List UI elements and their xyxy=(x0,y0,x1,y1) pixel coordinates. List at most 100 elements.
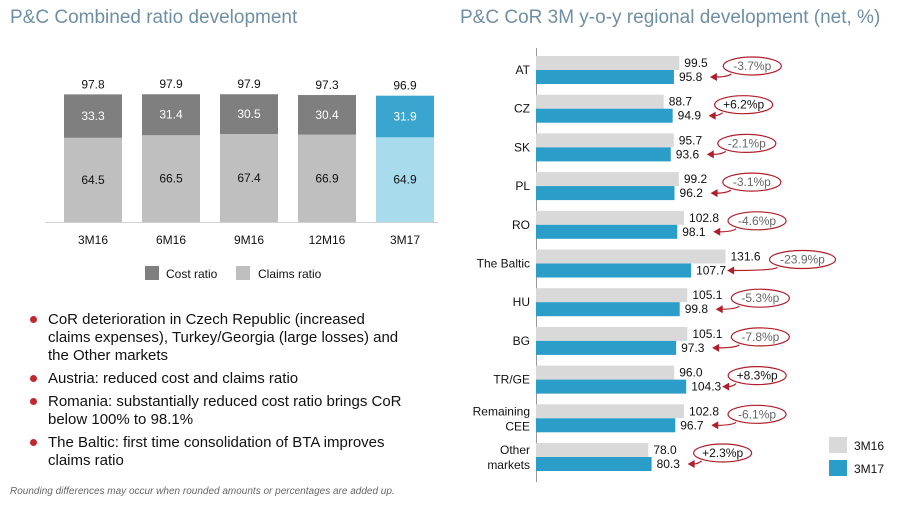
left-chart-title: P&C Combined ratio development xyxy=(10,7,298,28)
combined-ratio-chart: 64.5 33.3 97.8 3M16 66.5 31.4 97.9 6M16 67.4 30.5… xyxy=(45,77,438,281)
x-tick-label: 9M16 xyxy=(234,233,264,247)
cost-ratio-bar xyxy=(220,94,278,135)
legend-swatch-3M17 xyxy=(829,460,847,476)
cost-ratio-bar xyxy=(64,94,122,138)
value-label-3M16: 88.7 xyxy=(669,95,693,109)
category-label: SK xyxy=(514,140,530,154)
legend-label-claims-ratio: Claims ratio xyxy=(258,267,322,281)
value-label-3M17: 98.1 xyxy=(682,225,706,239)
value-label-3M16: 105.1 xyxy=(692,327,722,341)
change-arrow-head-icon xyxy=(710,189,718,198)
total-label: 97.9 xyxy=(159,77,183,91)
bar-3M16 xyxy=(536,133,674,148)
change-arrow-head-icon xyxy=(713,227,721,236)
category-label: CEE xyxy=(505,419,530,433)
bar-3M16 xyxy=(536,94,664,109)
value-label-3M16: 96.0 xyxy=(679,366,703,380)
commentary-text: The Baltic: first time consolidation of … xyxy=(48,434,385,469)
bullet-dot-icon xyxy=(30,316,37,323)
cost-ratio-bar xyxy=(376,95,434,138)
change-annotation-label: -2.1%p xyxy=(728,136,766,150)
legend-swatch-claims-ratio xyxy=(236,266,250,280)
value-label-3M16: 131.6 xyxy=(731,250,761,264)
value-label-3M17: 99.8 xyxy=(685,302,709,316)
value-label-3M17: 96.2 xyxy=(680,186,704,200)
change-annotation-ellipse xyxy=(727,404,787,424)
change-annotation-label: +6.2%p xyxy=(723,98,764,112)
bar-3M17 xyxy=(536,263,692,278)
change-annotation-ellipse xyxy=(714,95,774,115)
category-label: Other xyxy=(500,443,530,457)
claims-ratio-label: 66.9 xyxy=(315,171,339,185)
change-arrow-head-icon xyxy=(706,150,714,159)
category-label: BG xyxy=(513,334,530,348)
change-arrow-line xyxy=(716,189,732,194)
category-label: HU xyxy=(513,295,530,309)
bar-3M17 xyxy=(536,302,680,317)
change-arrow-line xyxy=(693,460,702,465)
commentary-text: CoR deterioration in Czech Republic (inc… xyxy=(48,311,399,364)
change-annotation-ellipse xyxy=(727,211,787,231)
value-label-3M17: 104.3 xyxy=(691,380,721,394)
bar-3M16 xyxy=(536,288,688,303)
commentary-item: Romania: substantially reduced cost rati… xyxy=(30,393,410,429)
change-annotation-label: -5.3%p xyxy=(741,291,779,305)
legend-swatch-cost-ratio xyxy=(145,266,159,280)
total-label: 97.9 xyxy=(237,77,261,91)
bar-3M17 xyxy=(536,70,674,84)
legend-label-3M17: 3M17 xyxy=(854,462,884,476)
change-annotation-label: -4.6%p xyxy=(738,214,776,228)
bar-3M17 xyxy=(536,108,673,123)
bar-3M17 xyxy=(536,379,687,394)
category-label: markets xyxy=(487,458,530,472)
bar-3M16 xyxy=(536,210,685,225)
category-label: Remaining xyxy=(473,404,530,418)
value-label-3M17: 94.9 xyxy=(678,109,702,123)
change-annotation-label: -3.7%p xyxy=(733,59,771,73)
category-label: The Baltic xyxy=(477,257,530,271)
bar-3M17 xyxy=(536,418,676,433)
legend-label-cost-ratio: Cost ratio xyxy=(166,267,218,281)
value-label-3M16: 102.8 xyxy=(689,211,719,225)
category-label: CZ xyxy=(514,102,530,116)
commentary-list: CoR deterioration in Czech Republic (inc… xyxy=(30,311,410,475)
cost-ratio-bar xyxy=(142,94,200,136)
cost-ratio-label: 30.5 xyxy=(237,107,261,121)
x-tick-label: 6M16 xyxy=(156,233,186,247)
cost-ratio-label: 31.9 xyxy=(393,109,417,123)
claims-ratio-label: 64.5 xyxy=(81,173,105,187)
category-label: RO xyxy=(512,218,530,232)
cost-ratio-label: 31.4 xyxy=(159,108,183,122)
change-annotation-ellipse xyxy=(693,443,753,463)
commentary-item: Austria: reduced cost and claims ratio xyxy=(30,370,410,388)
legend-swatch-3M16 xyxy=(829,437,847,453)
change-annotation-ellipse xyxy=(730,288,790,308)
change-annotation-label: -7.8%p xyxy=(741,330,779,344)
change-arrow-line xyxy=(715,73,732,78)
change-arrow-line xyxy=(712,150,727,155)
commentary-item: CoR deterioration in Czech Republic (inc… xyxy=(30,311,410,365)
change-arrow-head-icon xyxy=(712,343,720,352)
change-arrow-line xyxy=(719,228,737,233)
commentary-text: Austria: reduced cost and claims ratio xyxy=(48,370,299,387)
change-annotation-label: -3.1%p xyxy=(733,175,771,189)
change-arrow-head-icon xyxy=(711,421,719,430)
bar-3M17 xyxy=(536,186,675,201)
category-label: TR/GE xyxy=(493,373,530,387)
value-label-3M16: 102.8 xyxy=(689,404,719,418)
value-label-3M16: 78.0 xyxy=(653,443,677,457)
footnote: Rounding differences may occur when roun… xyxy=(10,486,395,497)
change-arrow-line xyxy=(721,305,740,310)
change-arrow-line xyxy=(718,344,740,349)
commentary-item: The Baltic: first time consolidation of … xyxy=(30,434,410,470)
change-arrow-head-icon xyxy=(708,111,716,120)
claims-ratio-label: 66.5 xyxy=(159,172,183,186)
change-annotation-label: +8.3%p xyxy=(737,369,778,383)
change-annotation-ellipse xyxy=(722,172,782,192)
value-label-3M17: 93.6 xyxy=(676,147,700,161)
change-arrow-head-icon xyxy=(727,266,735,275)
total-label: 97.3 xyxy=(315,78,339,92)
value-label-3M16: 99.5 xyxy=(684,56,708,70)
value-label-3M16: 99.2 xyxy=(684,172,708,186)
